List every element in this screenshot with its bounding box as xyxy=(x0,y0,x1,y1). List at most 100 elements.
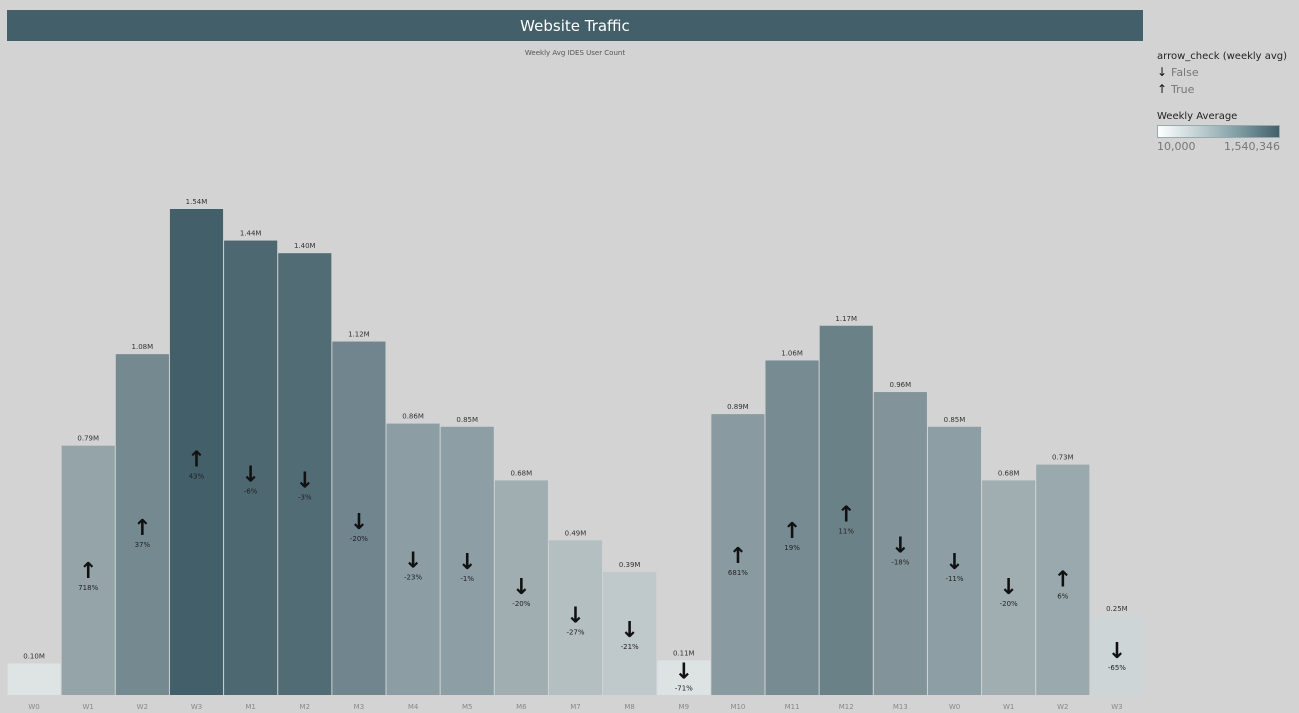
bar-value-label-3: 1.54M xyxy=(186,198,208,206)
change-label-8: -1% xyxy=(460,575,474,583)
x-tick-label-13: M10 xyxy=(730,703,745,711)
x-tick-label-19: W2 xyxy=(1057,703,1068,711)
change-label-1: 718% xyxy=(78,584,98,592)
change-label-16: -18% xyxy=(891,559,909,567)
bar-value-label-9: 0.68M xyxy=(511,469,533,477)
legend-item-true: ↑ True xyxy=(1157,82,1287,96)
change-arrow-icon-5: ↓ xyxy=(296,468,314,493)
bar-19 xyxy=(1036,464,1090,695)
bar-value-label-12: 0.11M xyxy=(673,649,695,657)
bar-value-label-1: 0.79M xyxy=(77,435,99,443)
change-arrow-icon-7: ↓ xyxy=(404,548,422,573)
change-arrow-icon-4: ↓ xyxy=(241,462,259,487)
x-tick-label-11: M8 xyxy=(624,703,635,711)
change-label-6: -20% xyxy=(350,535,368,543)
arrow-up-icon: ↑ xyxy=(1157,82,1168,96)
x-tick-label-6: M3 xyxy=(354,703,365,711)
change-arrow-icon-12: ↓ xyxy=(675,660,693,685)
bar-value-label-17: 0.85M xyxy=(944,416,966,424)
change-arrow-icon-6: ↓ xyxy=(350,510,368,535)
change-arrow-icon-3: ↑ xyxy=(187,448,205,473)
bar-20 xyxy=(1090,616,1144,695)
bar-8 xyxy=(440,426,494,695)
change-arrow-icon-16: ↓ xyxy=(891,534,909,559)
change-label-17: -11% xyxy=(945,575,963,583)
bar-value-label-6: 1.12M xyxy=(348,331,370,339)
x-tick-label-20: W3 xyxy=(1111,703,1122,711)
change-label-18: -20% xyxy=(1000,600,1018,608)
bar-16 xyxy=(873,392,927,695)
chart-title: Website Traffic xyxy=(520,16,630,35)
chart-subtitle: Weekly Avg IDES User Count xyxy=(524,49,626,57)
bar-15 xyxy=(819,325,873,695)
x-tick-label-10: M7 xyxy=(570,703,581,711)
x-tick-label-0: W0 xyxy=(28,703,39,711)
color-legend-min: 10,000 xyxy=(1157,140,1196,153)
change-arrow-icon-9: ↓ xyxy=(512,575,530,600)
change-arrow-icon-19: ↑ xyxy=(1054,568,1072,593)
x-tick-label-15: M12 xyxy=(839,703,854,711)
bar-value-label-14: 1.06M xyxy=(781,349,803,357)
bar-value-label-18: 0.68M xyxy=(998,469,1020,477)
bar-value-label-16: 0.96M xyxy=(890,381,912,389)
change-arrow-icon-13: ↑ xyxy=(729,544,747,569)
change-label-13: 681% xyxy=(728,569,748,577)
change-label-7: -23% xyxy=(404,573,422,581)
bar-value-label-7: 0.86M xyxy=(402,413,424,421)
bar-value-label-2: 1.08M xyxy=(132,343,154,351)
x-tick-label-4: M1 xyxy=(245,703,256,711)
color-legend: Weekly Average 10,000 1,540,346 xyxy=(1157,111,1280,153)
bar-value-label-0: 0.10M xyxy=(23,652,45,660)
x-tick-label-5: M2 xyxy=(300,703,311,711)
bar-value-label-15: 1.17M xyxy=(835,315,857,323)
change-arrow-icon-14: ↑ xyxy=(783,519,801,544)
x-tick-label-2: W2 xyxy=(137,703,148,711)
x-tick-label-3: W3 xyxy=(191,703,202,711)
change-label-9: -20% xyxy=(512,600,530,608)
x-tick-label-9: M6 xyxy=(516,703,527,711)
arrow-legend: arrow_check (weekly avg) ↓ False ↑ True xyxy=(1157,51,1287,96)
bar-value-label-19: 0.73M xyxy=(1052,454,1074,462)
arrow-legend-title: arrow_check (weekly avg) xyxy=(1157,51,1288,62)
change-label-19: 6% xyxy=(1057,593,1068,601)
change-label-3: 43% xyxy=(189,473,205,481)
change-label-11: -21% xyxy=(621,643,639,651)
legend-item-false: ↓ False xyxy=(1157,65,1287,79)
bar-value-label-8: 0.85M xyxy=(456,416,478,424)
bar-0 xyxy=(7,663,61,695)
bar-value-label-13: 0.89M xyxy=(727,403,749,411)
arrow-down-icon: ↓ xyxy=(1157,65,1168,79)
bar-value-label-4: 1.44M xyxy=(240,230,262,238)
legend-false-label: False xyxy=(1171,65,1199,79)
bar-17 xyxy=(927,426,982,695)
change-label-10: -27% xyxy=(566,628,584,636)
change-arrow-icon-18: ↓ xyxy=(999,575,1017,600)
bar-5 xyxy=(278,253,332,695)
x-tick-label-18: W1 xyxy=(1003,703,1014,711)
change-arrow-icon-1: ↑ xyxy=(79,559,97,584)
bar-10 xyxy=(548,540,603,695)
change-arrow-icon-15: ↑ xyxy=(837,502,855,527)
change-arrow-icon-20: ↓ xyxy=(1108,639,1126,664)
change-arrow-icon-11: ↓ xyxy=(620,618,638,643)
change-arrow-icon-17: ↓ xyxy=(945,550,963,575)
bar-7 xyxy=(386,423,440,695)
color-gradient-bar xyxy=(1157,125,1280,138)
bar-1 xyxy=(61,445,115,695)
bar-value-label-5: 1.40M xyxy=(294,242,316,250)
bar-12 xyxy=(657,660,711,695)
chart-title-bar: Website Traffic xyxy=(7,10,1143,41)
bar-value-label-11: 0.39M xyxy=(619,561,641,569)
change-label-12: -71% xyxy=(675,685,693,693)
bar-4 xyxy=(224,240,278,695)
bar-3 xyxy=(169,209,224,695)
x-tick-label-7: M4 xyxy=(408,703,419,711)
x-tick-label-1: W1 xyxy=(83,703,94,711)
change-label-4: -6% xyxy=(244,487,258,495)
bar-14 xyxy=(765,360,819,695)
x-tick-label-12: M9 xyxy=(679,703,690,711)
bar-9 xyxy=(494,480,548,695)
bar-18 xyxy=(982,480,1036,695)
bar-value-label-20: 0.25M xyxy=(1106,605,1128,613)
change-label-15: 11% xyxy=(838,527,854,535)
